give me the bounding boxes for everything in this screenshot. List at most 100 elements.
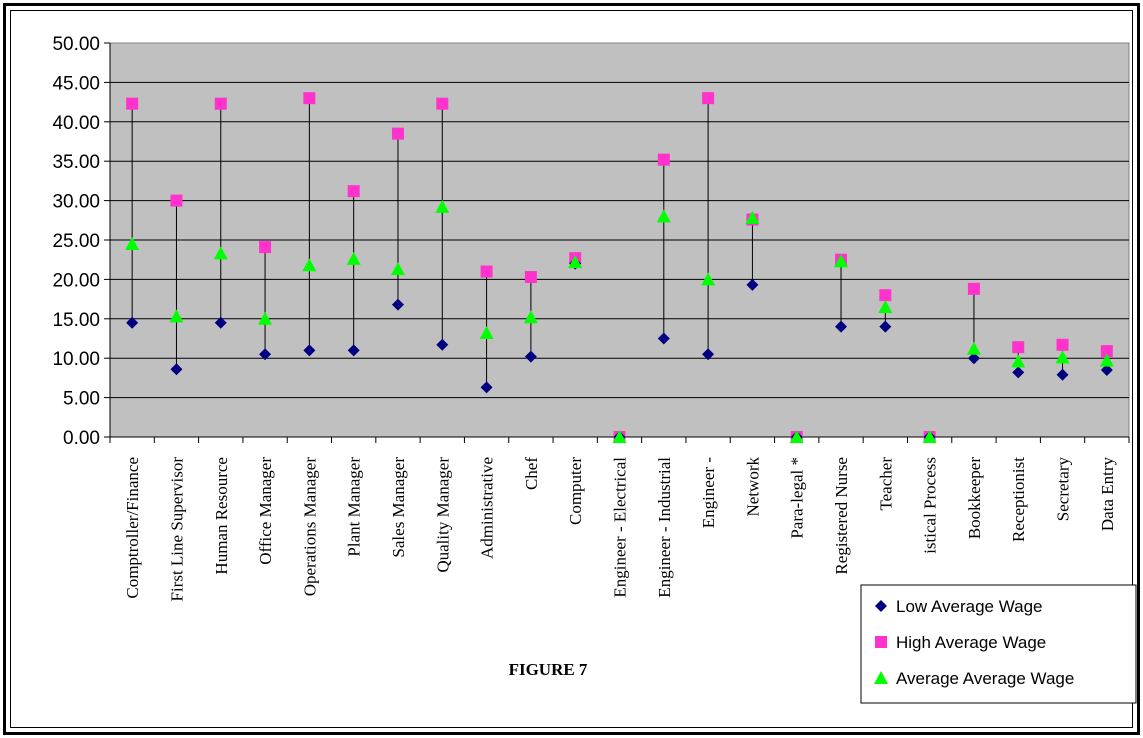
- low-wage-point: [126, 316, 139, 329]
- average-wage-point: [523, 310, 538, 324]
- average-wage-point: [169, 309, 184, 323]
- high-wage-point: [1100, 345, 1113, 358]
- x-tick-label: Engineer - Electrical: [611, 457, 630, 598]
- low-wage-point: [214, 316, 227, 329]
- low-wage-point: [524, 350, 537, 363]
- average-wage-point: [435, 199, 450, 213]
- x-tick-label: Network: [743, 457, 762, 517]
- average-wage-point: [878, 299, 893, 313]
- low-wage-point: [657, 332, 670, 345]
- x-tick-label: Registered Nurse: [832, 457, 851, 575]
- inner-border: [10, 10, 1133, 728]
- average-wage-point: [701, 272, 716, 286]
- high-wage-point: [524, 271, 537, 284]
- x-tick-label: Office Manager: [256, 457, 275, 565]
- high-wage-point: [1012, 341, 1025, 354]
- low-wage-point: [1100, 364, 1113, 377]
- x-tick-label: Comptroller/Finance: [123, 457, 142, 599]
- high-wage-point: [391, 127, 404, 140]
- x-tick-label: Secretary: [1054, 457, 1073, 522]
- low-wage-point: [303, 344, 316, 357]
- y-axis: 0.00 5.00 10.00 15.00 20.00 25.00 30.00 35.00 40…: [52, 34, 111, 449]
- x-tick-label: Engineer -: [699, 457, 718, 529]
- low-wage-point: [347, 344, 360, 357]
- data-markers: [125, 92, 1114, 443]
- average-wage-point: [922, 430, 937, 443]
- y-tick-label: 30.00: [52, 192, 100, 213]
- outer-border: [3, 3, 1140, 735]
- high-wage-point: [259, 241, 272, 254]
- x-tick-label: Data Entry: [1098, 457, 1117, 532]
- x-tick-label: Administrative: [478, 457, 497, 559]
- low-wage-point: [879, 320, 892, 333]
- y-tick-label: 5.00: [63, 389, 100, 410]
- legend-item-average-label: Average Average Wage: [896, 669, 1074, 688]
- x-tick-label: Para-legal *: [788, 457, 807, 539]
- low-wage-point: [702, 348, 715, 361]
- average-wage-point: [834, 254, 849, 268]
- x-tick-label: Plant Manager: [345, 457, 364, 557]
- high-wage-point: [480, 265, 493, 278]
- y-tick-label: 35.00: [52, 152, 100, 173]
- x-tick-label: Operations Manager: [300, 457, 319, 597]
- high-wage-point: [347, 185, 360, 198]
- average-wage-point: [1055, 350, 1070, 364]
- average-wage-point: [612, 430, 627, 443]
- legend-item-high-label: High Average Wage: [896, 633, 1046, 652]
- x-tick-label: Receptionist: [1009, 457, 1028, 542]
- legend: Low Average Wage High Average Wage Average…: [860, 584, 1137, 704]
- x-tick-label: Engineer - Industrial: [655, 457, 674, 598]
- legend-item-low-marker: [875, 600, 887, 612]
- x-tick-label: Computer: [566, 457, 585, 525]
- y-tick-label: 15.00: [52, 310, 100, 331]
- high-wage-point: [214, 97, 227, 110]
- average-wage-point: [789, 430, 804, 443]
- x-tick-label: Chef: [522, 457, 541, 490]
- y-tick-label: 10.00: [52, 349, 100, 370]
- average-wage-point: [479, 325, 494, 339]
- high-wage-point: [303, 92, 316, 105]
- average-wage-point: [346, 251, 361, 265]
- y-tick-label: 40.00: [52, 113, 100, 134]
- x-tick-label: istical Process: [921, 457, 940, 554]
- average-wage-point: [1011, 354, 1026, 368]
- average-wage-point: [656, 209, 671, 223]
- legend-item-high-marker: [875, 636, 887, 648]
- average-wage-point: [568, 255, 583, 269]
- y-tick-label: 25.00: [52, 231, 100, 252]
- average-wage-point: [745, 210, 760, 224]
- average-wage-point: [258, 311, 273, 325]
- low-wage-point: [480, 381, 493, 394]
- low-wage-point: [436, 338, 449, 351]
- x-tick-label: Bookkeeper: [965, 457, 984, 539]
- high-wage-point: [126, 97, 139, 110]
- low-wage-point: [967, 352, 980, 365]
- y-tick-label: 20.00: [52, 270, 100, 291]
- average-wage-point: [966, 341, 981, 355]
- average-wage-point: [302, 258, 317, 272]
- legend-item-low-label: Low Average Wage: [896, 597, 1042, 616]
- low-wage-point: [746, 278, 759, 291]
- low-wage-point: [1056, 368, 1069, 381]
- low-wage-point: [1012, 366, 1025, 379]
- high-wage-point: [170, 194, 183, 207]
- low-wage-point: [391, 298, 404, 311]
- y-tick-label: 45.00: [52, 73, 100, 94]
- x-tick-label: Human Resource: [212, 457, 231, 575]
- low-wage-point: [170, 363, 183, 376]
- y-tick-label: 0.00: [63, 428, 100, 449]
- legend-item-average-marker: [874, 671, 888, 684]
- y-tick-label: 50.00: [52, 34, 100, 55]
- high-wage-point: [436, 97, 449, 110]
- x-tick-label: Teacher: [876, 457, 895, 511]
- average-wage-point: [213, 246, 228, 260]
- high-wage-point: [1056, 338, 1069, 351]
- x-tick-label: Sales Manager: [389, 457, 408, 558]
- legend-box: [860, 584, 1137, 704]
- high-wage-point: [657, 153, 670, 166]
- high-wage-point: [879, 289, 892, 302]
- x-tick-label: Quality Manager: [433, 457, 452, 573]
- average-wage-point: [390, 262, 405, 276]
- low-wage-point: [259, 348, 272, 361]
